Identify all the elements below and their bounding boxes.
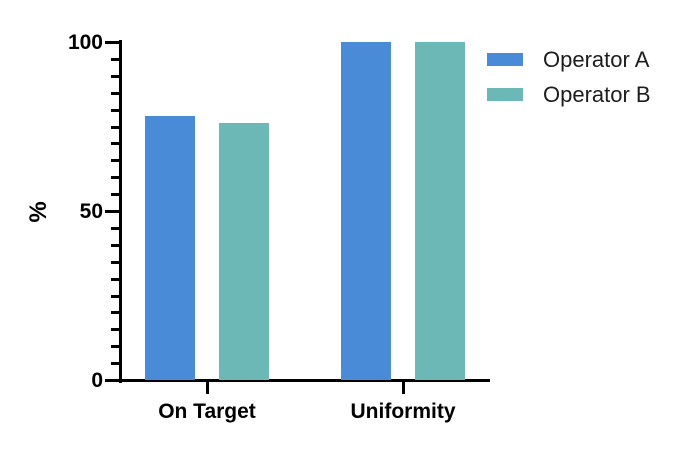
legend-swatch-operator-b (487, 88, 523, 101)
y-minor-tick-80 (111, 109, 119, 112)
legend-label-operator-b: Operator B (543, 81, 651, 107)
legend-item-operator-a: Operator A (487, 46, 651, 73)
x-category-tick-on-target (206, 382, 209, 394)
legend-label-operator-a: Operator A (543, 46, 650, 72)
y-minor-tick-90 (111, 75, 119, 78)
y-minor-tick-35 (111, 261, 119, 264)
y-minor-tick-5 (111, 362, 119, 365)
y-tick-label-50: 50 (79, 200, 103, 223)
y-minor-tick-40 (111, 244, 119, 247)
y-major-tick-100 (105, 41, 119, 44)
y-minor-tick-25 (111, 295, 119, 298)
y-minor-tick-95 (111, 58, 119, 61)
legend: Operator A Operator B (487, 46, 651, 116)
bar-operator-a-on-target (145, 116, 195, 380)
y-minor-tick-60 (111, 176, 119, 179)
y-minor-tick-30 (111, 278, 119, 281)
x-category-label-on-target: On Target (158, 400, 256, 423)
x-axis-line (119, 379, 490, 382)
x-category-label-uniformity: Uniformity (350, 400, 456, 423)
y-minor-tick-65 (111, 159, 119, 162)
y-axis-line (119, 40, 122, 383)
y-minor-tick-70 (111, 142, 119, 145)
bar-operator-b-uniformity (415, 42, 465, 380)
legend-item-operator-b: Operator B (487, 81, 651, 108)
y-minor-tick-20 (111, 311, 119, 314)
bar-operator-a-uniformity (341, 42, 391, 380)
y-major-tick-50 (105, 210, 119, 213)
y-minor-tick-15 (111, 328, 119, 331)
y-minor-tick-75 (111, 126, 119, 129)
y-minor-tick-55 (111, 193, 119, 196)
y-minor-tick-85 (111, 92, 119, 95)
legend-swatch-operator-a (487, 53, 523, 66)
y-minor-tick-10 (111, 345, 119, 348)
y-tick-label-0: 0 (91, 369, 103, 392)
y-tick-label-100: 100 (67, 31, 103, 54)
x-category-tick-uniformity (402, 382, 405, 394)
y-major-tick-0 (105, 379, 119, 382)
bar-operator-b-on-target (219, 123, 269, 380)
y-minor-tick-45 (111, 227, 119, 230)
